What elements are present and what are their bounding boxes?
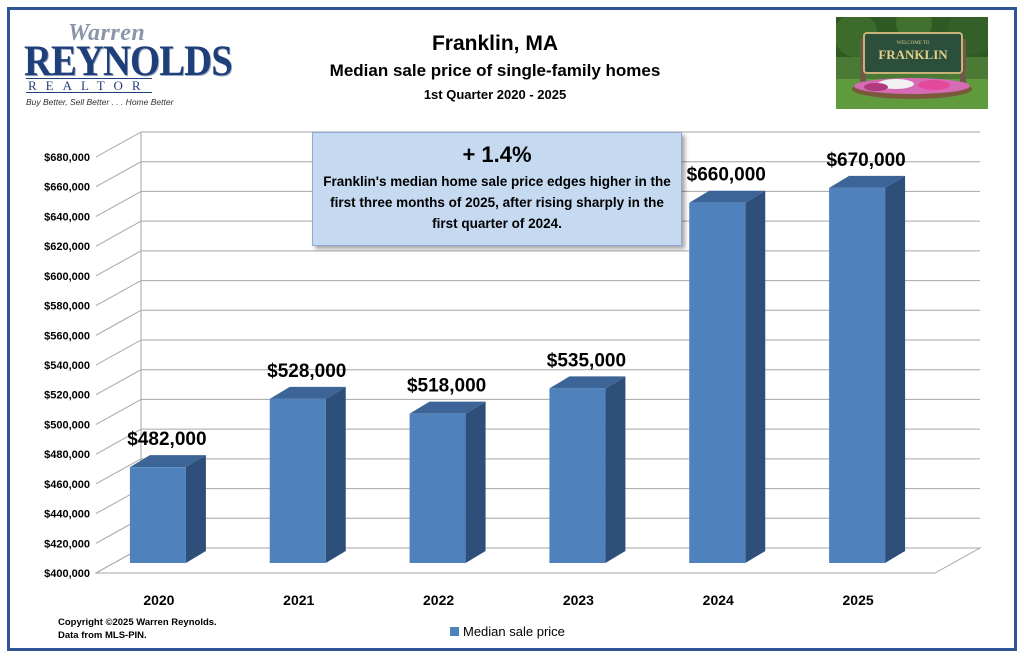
chart-title-block: Franklin, MA Median sale price of single… xyxy=(240,30,750,106)
sign-top-text: WELCOME TO xyxy=(896,41,929,46)
logo-realtor: REALTOR xyxy=(26,78,152,93)
logo-script-name: Warren xyxy=(68,20,146,46)
chart-title: Franklin, MA xyxy=(431,32,558,55)
callout-change: + 1.4% xyxy=(462,142,532,167)
franklin-sign-image: WELCOME TO FRANKLIN xyxy=(836,17,988,109)
chart-legend: Median sale price xyxy=(450,624,565,639)
logo-main-name: REYNOLDS xyxy=(24,38,233,85)
legend-swatch xyxy=(450,627,459,636)
chart-period: 1st Quarter 2020 - 2025 xyxy=(423,87,567,102)
chart-frame: Warren REYNOLDS REALTOR Buy Better, Sell… xyxy=(7,7,1017,651)
sign-main-text: FRANKLIN xyxy=(878,47,948,62)
franklin-sign-photo: WELCOME TO FRANKLIN xyxy=(836,17,988,109)
data-source-text: Data from MLS-PIN. xyxy=(58,630,147,641)
realtor-logo: Warren REYNOLDS REALTOR Buy Better, Sell… xyxy=(24,20,233,112)
copyright-note: Copyright ©2025 Warren Reynolds. Data fr… xyxy=(58,616,217,642)
chart-subtitle: Median sale price of single-family homes xyxy=(329,61,661,80)
copyright-text: Copyright ©2025 Warren Reynolds. xyxy=(58,617,217,628)
annotation-callout: + 1.4% Franklin's median home sale price… xyxy=(312,132,682,246)
legend-label: Median sale price xyxy=(463,624,565,639)
logo-tagline: Buy Better, Sell Better . . . Home Bette… xyxy=(26,97,174,107)
callout-text: Franklin's median home sale price edges … xyxy=(323,174,671,231)
